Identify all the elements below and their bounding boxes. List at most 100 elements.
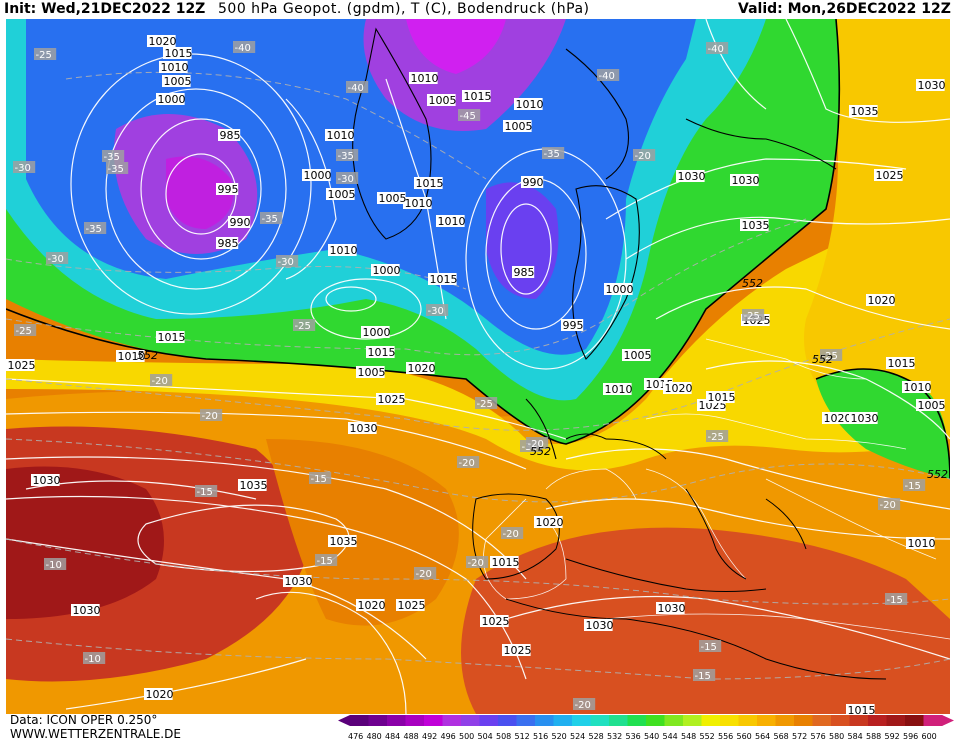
scale-tick-label: 484 [385, 732, 400, 741]
scale-arrow-high [942, 715, 954, 726]
scale-tick-label: 512 [515, 732, 530, 741]
isobar-label: 1000 [156, 93, 186, 106]
svg-text:-30: -30 [278, 257, 294, 268]
svg-text:1015: 1015 [492, 556, 520, 569]
isotherm-label: -15 [903, 479, 926, 492]
svg-text:-45: -45 [460, 111, 476, 122]
scale-tick-label: 524 [570, 732, 585, 741]
isobar-label: 985 [216, 237, 239, 250]
yellow-zone-east [804, 19, 950, 439]
isobar-label: 1030 [584, 619, 614, 632]
darkred-zone-atlantic [6, 466, 164, 619]
svg-text:1015: 1015 [430, 273, 458, 286]
isobar-label: 1020 [866, 294, 896, 307]
svg-text:1005: 1005 [505, 120, 533, 133]
svg-text:1010: 1010 [904, 381, 932, 394]
svg-text:1000: 1000 [373, 264, 401, 277]
svg-text:1035: 1035 [742, 219, 770, 232]
isotherm-label: -20 [457, 456, 480, 469]
isotherm-label: -35 [336, 149, 359, 162]
scale-swatch [738, 715, 758, 726]
isobar-label: 1030 [676, 170, 706, 183]
svg-text:1030: 1030 [285, 575, 313, 588]
isotherm-label: -30 [336, 172, 359, 185]
scale-swatch [572, 715, 591, 726]
svg-text:1025: 1025 [378, 393, 406, 406]
svg-text:1020: 1020 [358, 599, 386, 612]
svg-text:-40: -40 [235, 43, 251, 54]
isobar-label: 1015 [886, 357, 916, 370]
scale-swatch [775, 715, 795, 726]
svg-text:-35: -35 [108, 164, 124, 175]
svg-text:1010: 1010 [118, 350, 146, 363]
scale-swatch [405, 715, 425, 726]
isobar-label: 1030 [31, 474, 61, 487]
svg-text:1025: 1025 [482, 615, 510, 628]
isobar-label: 1035 [328, 535, 358, 548]
svg-text:-15: -15 [695, 671, 711, 682]
isobar-label: 1025 [376, 393, 406, 406]
svg-text:-25: -25 [477, 399, 493, 410]
svg-text:1020: 1020 [868, 294, 896, 307]
scale-tick-label: 560 [737, 732, 752, 741]
isobar-label: 1005 [503, 120, 533, 133]
scale-swatch [683, 715, 702, 726]
isobar-label: 1015 [706, 391, 736, 404]
svg-text:1020: 1020 [824, 412, 852, 425]
isotherm-label: -20 [573, 698, 596, 711]
isobar-label: 1005 [622, 349, 652, 362]
isotherm-label: -45 [458, 109, 481, 122]
isobar-label: 1035 [740, 219, 770, 232]
scale-tick-label: 548 [681, 732, 696, 741]
scale-swatch [905, 715, 924, 726]
svg-text:-20: -20 [528, 439, 544, 450]
isobar-label: 1010 [436, 215, 466, 228]
svg-text:1005: 1005 [379, 192, 407, 205]
scale-swatch [516, 715, 536, 726]
scale-swatch [812, 715, 832, 726]
svg-text:-20: -20 [880, 500, 896, 511]
scale-tick-label: 544 [663, 732, 678, 741]
svg-text:-10: -10 [46, 560, 62, 571]
isotherm-label: -40 [706, 42, 729, 55]
svg-text:1020: 1020 [149, 35, 177, 48]
svg-text:-30: -30 [428, 306, 444, 317]
svg-text:985: 985 [514, 266, 535, 279]
isobar-label: 1005 [326, 188, 356, 201]
isobar-label: 1005 [427, 94, 457, 107]
isotherm-label: -25 [293, 319, 316, 332]
svg-text:1015: 1015 [416, 177, 444, 190]
isobar-label: 1005 [162, 75, 192, 88]
svg-text:1015: 1015 [848, 704, 876, 714]
scale-swatch [794, 715, 813, 726]
color-scale: 476 480 484 488 492 496 500 504 508 512 516 520 524 5… [336, 714, 956, 745]
isotherm-label: -40 [597, 69, 620, 82]
isobar-label: 1025 [396, 599, 426, 612]
scale-swatch [664, 715, 684, 726]
isobar-label: 1020 [144, 688, 174, 701]
data-source-label: Data: ICON OPER 0.250° [10, 713, 158, 727]
scale-swatch [368, 715, 388, 726]
scale-swatch [442, 715, 462, 726]
geopotential-552-line-east [815, 368, 950, 480]
isobar-label: 995 [561, 319, 584, 332]
isotherm-label: -35 [106, 162, 129, 175]
scale-tick-label: 536 [626, 732, 641, 741]
svg-text:-25: -25 [295, 321, 311, 332]
svg-text:1025: 1025 [398, 599, 426, 612]
isotherm-label: -15 [315, 554, 338, 567]
scale-swatch [535, 715, 554, 726]
svg-text:-20: -20 [503, 529, 519, 540]
scale-tick-label: 500 [459, 732, 474, 741]
isobar-label: 1015 [163, 47, 193, 60]
isobar-label: 985 [512, 266, 535, 279]
init-time-label: Init: Wed,21DEC2022 12Z [4, 1, 206, 17]
svg-text:985: 985 [220, 129, 241, 142]
isotherm-label: -25 [34, 48, 57, 61]
svg-text:990: 990 [230, 216, 251, 229]
svg-text:1000: 1000 [363, 326, 391, 339]
isobar-label: 1010 [328, 244, 358, 257]
svg-text:-40: -40 [708, 44, 724, 55]
isobar-label: 1010 [403, 197, 433, 210]
svg-text:995: 995 [218, 183, 239, 196]
